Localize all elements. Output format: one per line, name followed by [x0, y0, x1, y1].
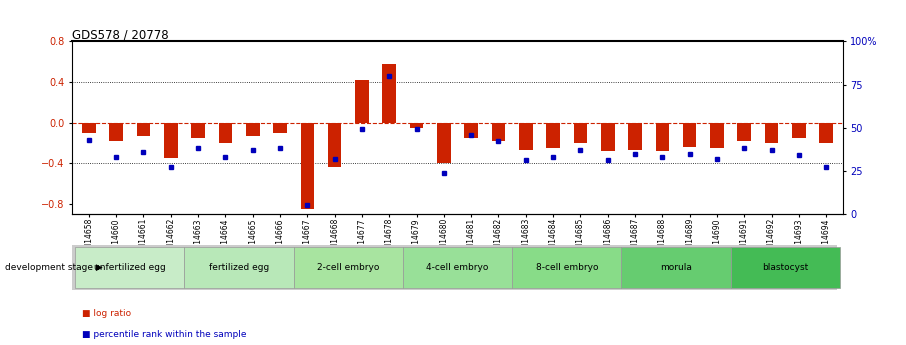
- Bar: [164, 122, 178, 158]
- Bar: [737, 122, 751, 141]
- Bar: [573, 122, 587, 143]
- Bar: [792, 122, 805, 138]
- Bar: [683, 122, 697, 147]
- Bar: [601, 122, 614, 151]
- Bar: [355, 80, 369, 122]
- Bar: [294, 247, 403, 288]
- Bar: [628, 122, 641, 150]
- Bar: [218, 122, 232, 143]
- Bar: [492, 122, 506, 141]
- Bar: [110, 122, 123, 141]
- Bar: [403, 247, 512, 288]
- Bar: [301, 122, 314, 209]
- Text: blastocyst: blastocyst: [762, 263, 808, 272]
- Text: GDS578 / 20778: GDS578 / 20778: [72, 28, 169, 41]
- Bar: [437, 122, 450, 163]
- Text: 2-cell embryo: 2-cell embryo: [317, 263, 380, 272]
- Text: 4-cell embryo: 4-cell embryo: [427, 263, 488, 272]
- Bar: [622, 247, 730, 288]
- Bar: [328, 122, 342, 167]
- Bar: [410, 122, 423, 128]
- Bar: [512, 247, 622, 288]
- Text: development stage ▶: development stage ▶: [5, 263, 102, 272]
- Bar: [274, 122, 287, 133]
- Bar: [546, 122, 560, 148]
- Bar: [382, 64, 396, 122]
- Text: ■ log ratio: ■ log ratio: [82, 309, 130, 318]
- Bar: [656, 122, 670, 151]
- Bar: [519, 122, 533, 150]
- Bar: [730, 247, 840, 288]
- Bar: [185, 247, 294, 288]
- Bar: [465, 122, 478, 138]
- Bar: [819, 122, 833, 143]
- Text: fertilized egg: fertilized egg: [209, 263, 269, 272]
- Bar: [137, 122, 150, 136]
- Bar: [75, 247, 185, 288]
- Text: 8-cell embryo: 8-cell embryo: [535, 263, 598, 272]
- Bar: [82, 122, 96, 133]
- Bar: [246, 122, 259, 136]
- Text: unfertilized egg: unfertilized egg: [94, 263, 166, 272]
- Bar: [191, 122, 205, 138]
- Text: morula: morula: [660, 263, 692, 272]
- Text: ■ percentile rank within the sample: ■ percentile rank within the sample: [82, 330, 246, 339]
- Bar: [765, 122, 778, 143]
- Bar: [710, 122, 724, 148]
